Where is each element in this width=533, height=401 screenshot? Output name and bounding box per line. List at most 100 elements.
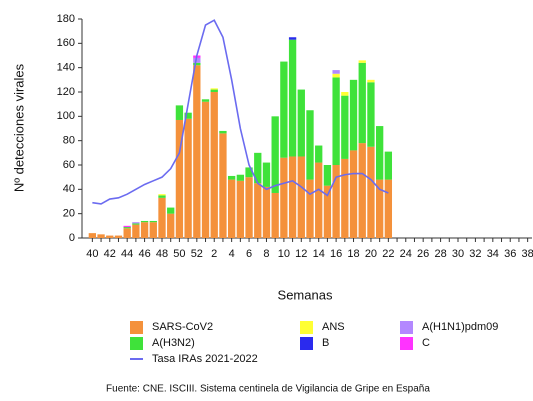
rate-line — [92, 19, 389, 205]
bar-segment — [297, 156, 305, 238]
bar-segment — [288, 39, 297, 157]
y-tick-label: 20 — [63, 208, 75, 220]
x-tick-label: 14 — [313, 248, 325, 260]
x-tick-label: 26 — [417, 248, 429, 260]
legend-swatch — [400, 337, 413, 350]
legend-swatch — [130, 321, 143, 334]
bar-segment — [367, 79, 375, 83]
x-tick-label: 24 — [400, 248, 412, 260]
bar-segment — [384, 179, 393, 238]
x-tick-label: 12 — [295, 248, 307, 260]
bar-segment — [280, 61, 288, 158]
bar-segment — [375, 179, 384, 238]
bar-segment — [88, 233, 97, 238]
legend-label: C — [422, 337, 430, 349]
y-tick-label: 120 — [57, 86, 75, 98]
bar-segment — [245, 167, 253, 178]
legend-label: A(H3N2) — [152, 337, 195, 349]
bar-segment — [140, 220, 149, 223]
bar-segment — [341, 95, 349, 159]
x-tick-label: 10 — [278, 248, 290, 260]
x-tick-label: 38 — [522, 248, 533, 260]
x-tick-label: 42 — [104, 248, 116, 260]
legend-label: SARS-CoV2 — [152, 321, 213, 333]
source-note: Fuente: CNE. ISCIII. Sistema centinela d… — [106, 384, 430, 395]
x-tick-label: 22 — [382, 248, 394, 260]
bar-segment — [106, 235, 114, 238]
x-tick-label: 16 — [330, 248, 342, 260]
bar-segment — [323, 165, 332, 186]
bar-segment — [297, 89, 305, 157]
bar-segment — [123, 225, 131, 228]
x-tick-label: 28 — [434, 248, 446, 260]
x-tick-label: 48 — [156, 248, 168, 260]
x-tick-label: 30 — [452, 248, 464, 260]
bar-segment — [132, 224, 140, 238]
bar-segment — [167, 207, 175, 214]
bar-segment — [175, 105, 184, 120]
x-tick-label: 4 — [229, 248, 235, 260]
x-tick-label: 20 — [365, 248, 377, 260]
legend-label: ANS — [322, 321, 345, 333]
bar-segment — [184, 118, 192, 238]
x-tick-label: 50 — [173, 248, 185, 260]
y-tick-label: 80 — [63, 135, 75, 147]
bar-segment — [367, 146, 375, 238]
bar-segment — [332, 165, 340, 238]
x-tick-label: 44 — [121, 248, 133, 260]
bar-segment — [193, 65, 201, 238]
bar-segment — [149, 222, 157, 238]
bar-segment — [167, 213, 175, 238]
legend-label: Tasa IRAs 2021-2022 — [152, 353, 258, 365]
y-tick-label: 0 — [69, 232, 75, 244]
bar-segment — [219, 133, 227, 238]
bar-segment — [236, 180, 245, 238]
bar-segment — [201, 99, 210, 102]
bar-segment — [158, 195, 166, 198]
bar-segment — [254, 183, 262, 238]
x-tick-label: 32 — [469, 248, 481, 260]
bar-segment — [123, 227, 131, 229]
bar-segment — [271, 192, 279, 238]
x-tick-label: 18 — [347, 248, 359, 260]
bar-segment — [227, 175, 236, 180]
bar-segment — [375, 126, 384, 180]
y-tick-label: 100 — [57, 110, 75, 122]
bar-segment — [149, 220, 157, 223]
legend-swatch — [300, 321, 313, 334]
bar-segment — [227, 179, 236, 238]
bar-segment — [306, 110, 314, 180]
bar-segment — [97, 234, 105, 238]
bar-segment — [341, 158, 349, 238]
bar-segment — [193, 57, 201, 63]
bar-segment — [201, 101, 210, 238]
bar-segment — [114, 235, 123, 238]
bar-segment — [315, 162, 323, 238]
x-tick-label: 36 — [504, 248, 516, 260]
x-tick-label: 46 — [138, 248, 150, 260]
bar-segment — [341, 92, 349, 96]
bar-segment — [140, 222, 149, 238]
bar-segment — [193, 62, 201, 66]
x-tick-label: 8 — [263, 248, 269, 260]
bar-segment — [358, 62, 366, 144]
bar-segment — [349, 79, 358, 151]
bar-segment — [184, 112, 192, 119]
x-tick-label: 52 — [191, 248, 203, 260]
bar-segment — [280, 157, 288, 238]
x-tick-label: 40 — [86, 248, 98, 260]
bar-segment — [332, 77, 340, 165]
bar-segment — [158, 197, 166, 238]
bar-segment — [132, 222, 140, 224]
x-tick-label: 34 — [487, 248, 499, 260]
bar-segment — [358, 143, 366, 238]
x-tick-label: 2 — [211, 248, 217, 260]
bar-segment — [349, 150, 358, 238]
bar-segment — [315, 145, 323, 163]
x-axis-label: Semanas — [278, 287, 333, 302]
bar-segment — [271, 116, 279, 193]
y-axis-label: Nº detecciones virales — [11, 63, 26, 192]
y-tick-label: 160 — [57, 37, 75, 49]
y-tick-label: 40 — [63, 183, 75, 195]
bar-segment — [245, 177, 253, 238]
